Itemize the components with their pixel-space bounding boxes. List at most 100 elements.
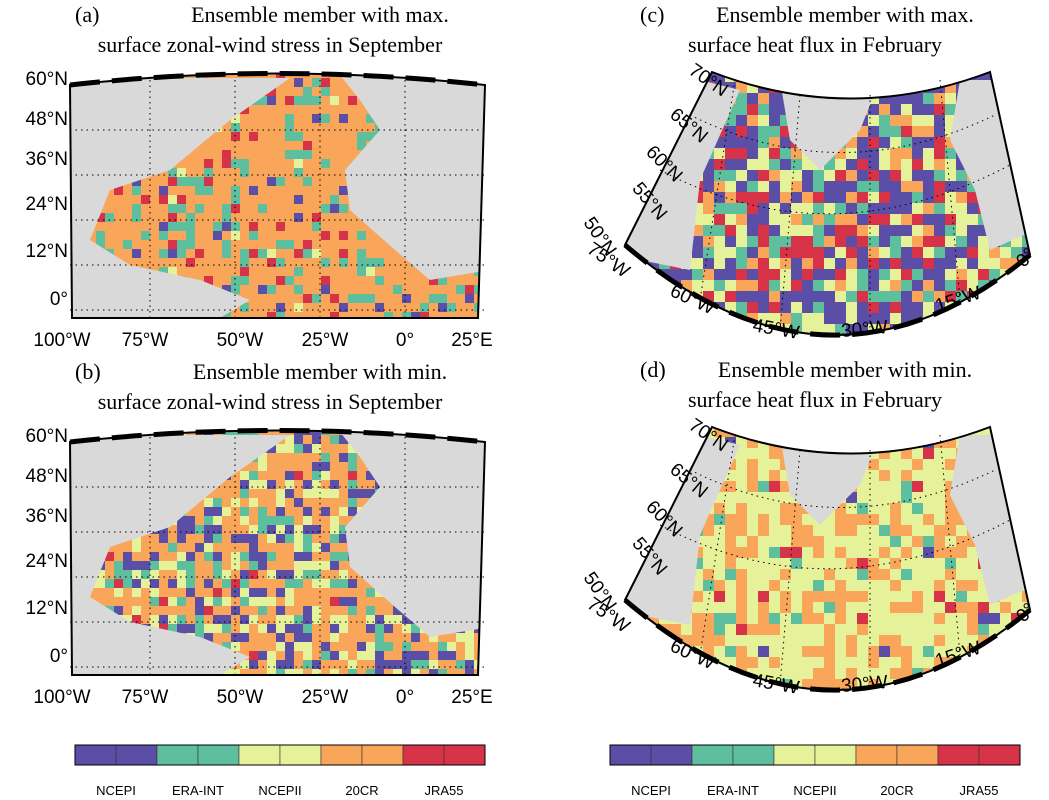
cell xyxy=(1011,481,1023,493)
cell xyxy=(258,651,268,661)
cell xyxy=(330,435,340,445)
cell xyxy=(150,588,160,598)
cell xyxy=(240,606,250,616)
cell xyxy=(213,150,223,160)
cell xyxy=(813,646,825,658)
cell xyxy=(879,104,891,116)
cell xyxy=(213,186,223,196)
cell xyxy=(637,690,649,691)
cell xyxy=(835,269,847,281)
cell xyxy=(769,72,781,83)
cell xyxy=(330,168,340,178)
cell xyxy=(625,82,627,94)
cell xyxy=(285,249,295,259)
lat-label: 12°N xyxy=(26,241,68,262)
cell xyxy=(285,285,295,295)
cell xyxy=(625,646,627,658)
cell xyxy=(747,624,759,636)
cell xyxy=(303,579,313,589)
cell xyxy=(747,291,759,303)
cell xyxy=(780,203,792,215)
cell xyxy=(659,60,671,72)
cell xyxy=(402,624,412,634)
legend-swatch xyxy=(402,744,445,766)
cell xyxy=(222,642,232,652)
legend-swatch xyxy=(814,744,857,766)
cell xyxy=(357,276,367,286)
cell xyxy=(1033,269,1045,281)
cell xyxy=(195,417,205,427)
cell xyxy=(312,444,322,454)
cell xyxy=(802,437,814,449)
cell xyxy=(967,613,979,625)
cell xyxy=(60,231,70,241)
cell xyxy=(366,123,376,133)
cell xyxy=(177,222,187,232)
cell xyxy=(303,168,313,178)
cell xyxy=(150,204,160,214)
cell xyxy=(747,613,759,625)
cell xyxy=(625,679,627,691)
cell xyxy=(868,214,880,226)
cell xyxy=(813,82,825,94)
cell xyxy=(429,669,439,675)
cell xyxy=(186,159,196,169)
cell xyxy=(357,669,367,675)
cell xyxy=(240,633,250,643)
cell xyxy=(923,269,935,281)
legend-label: 20CR xyxy=(345,783,378,798)
cell xyxy=(213,249,223,259)
cell xyxy=(240,462,250,472)
cell xyxy=(411,651,421,661)
cell xyxy=(879,613,891,625)
cell xyxy=(267,132,277,142)
cell xyxy=(736,181,748,193)
cell xyxy=(912,415,924,427)
cell xyxy=(1022,148,1030,160)
cell xyxy=(321,303,331,313)
cell xyxy=(1033,159,1045,171)
panel-label: (a) xyxy=(75,2,99,27)
cell xyxy=(934,203,946,215)
cell xyxy=(204,579,214,589)
cell xyxy=(625,536,627,548)
cell xyxy=(626,302,638,314)
cell xyxy=(321,561,331,571)
cell xyxy=(736,569,748,581)
cell xyxy=(912,335,924,336)
cell xyxy=(901,547,913,559)
cell xyxy=(357,231,367,241)
cell xyxy=(195,213,205,223)
cell xyxy=(725,115,737,127)
cell xyxy=(813,324,825,336)
cell xyxy=(303,177,313,187)
cell xyxy=(802,591,814,603)
cell xyxy=(105,204,115,214)
cell xyxy=(923,181,935,193)
cell xyxy=(625,324,627,336)
cell xyxy=(285,552,295,562)
cell xyxy=(1011,679,1023,691)
cell xyxy=(703,269,715,281)
cell xyxy=(168,222,178,232)
cell xyxy=(78,60,88,70)
cell xyxy=(923,104,935,116)
cell xyxy=(857,415,869,427)
cell xyxy=(857,291,869,303)
cell xyxy=(934,492,946,504)
cell xyxy=(1011,635,1023,647)
cell xyxy=(285,60,295,70)
cell xyxy=(1011,427,1023,438)
cell xyxy=(703,558,715,570)
cell xyxy=(780,280,792,292)
cell xyxy=(626,60,638,72)
cell xyxy=(868,104,880,116)
cell xyxy=(240,204,250,214)
cell xyxy=(249,150,259,160)
cell xyxy=(213,213,223,223)
cell xyxy=(758,269,770,281)
cell xyxy=(240,303,250,313)
cell xyxy=(276,267,286,277)
cell xyxy=(285,660,295,670)
cell xyxy=(725,335,737,336)
